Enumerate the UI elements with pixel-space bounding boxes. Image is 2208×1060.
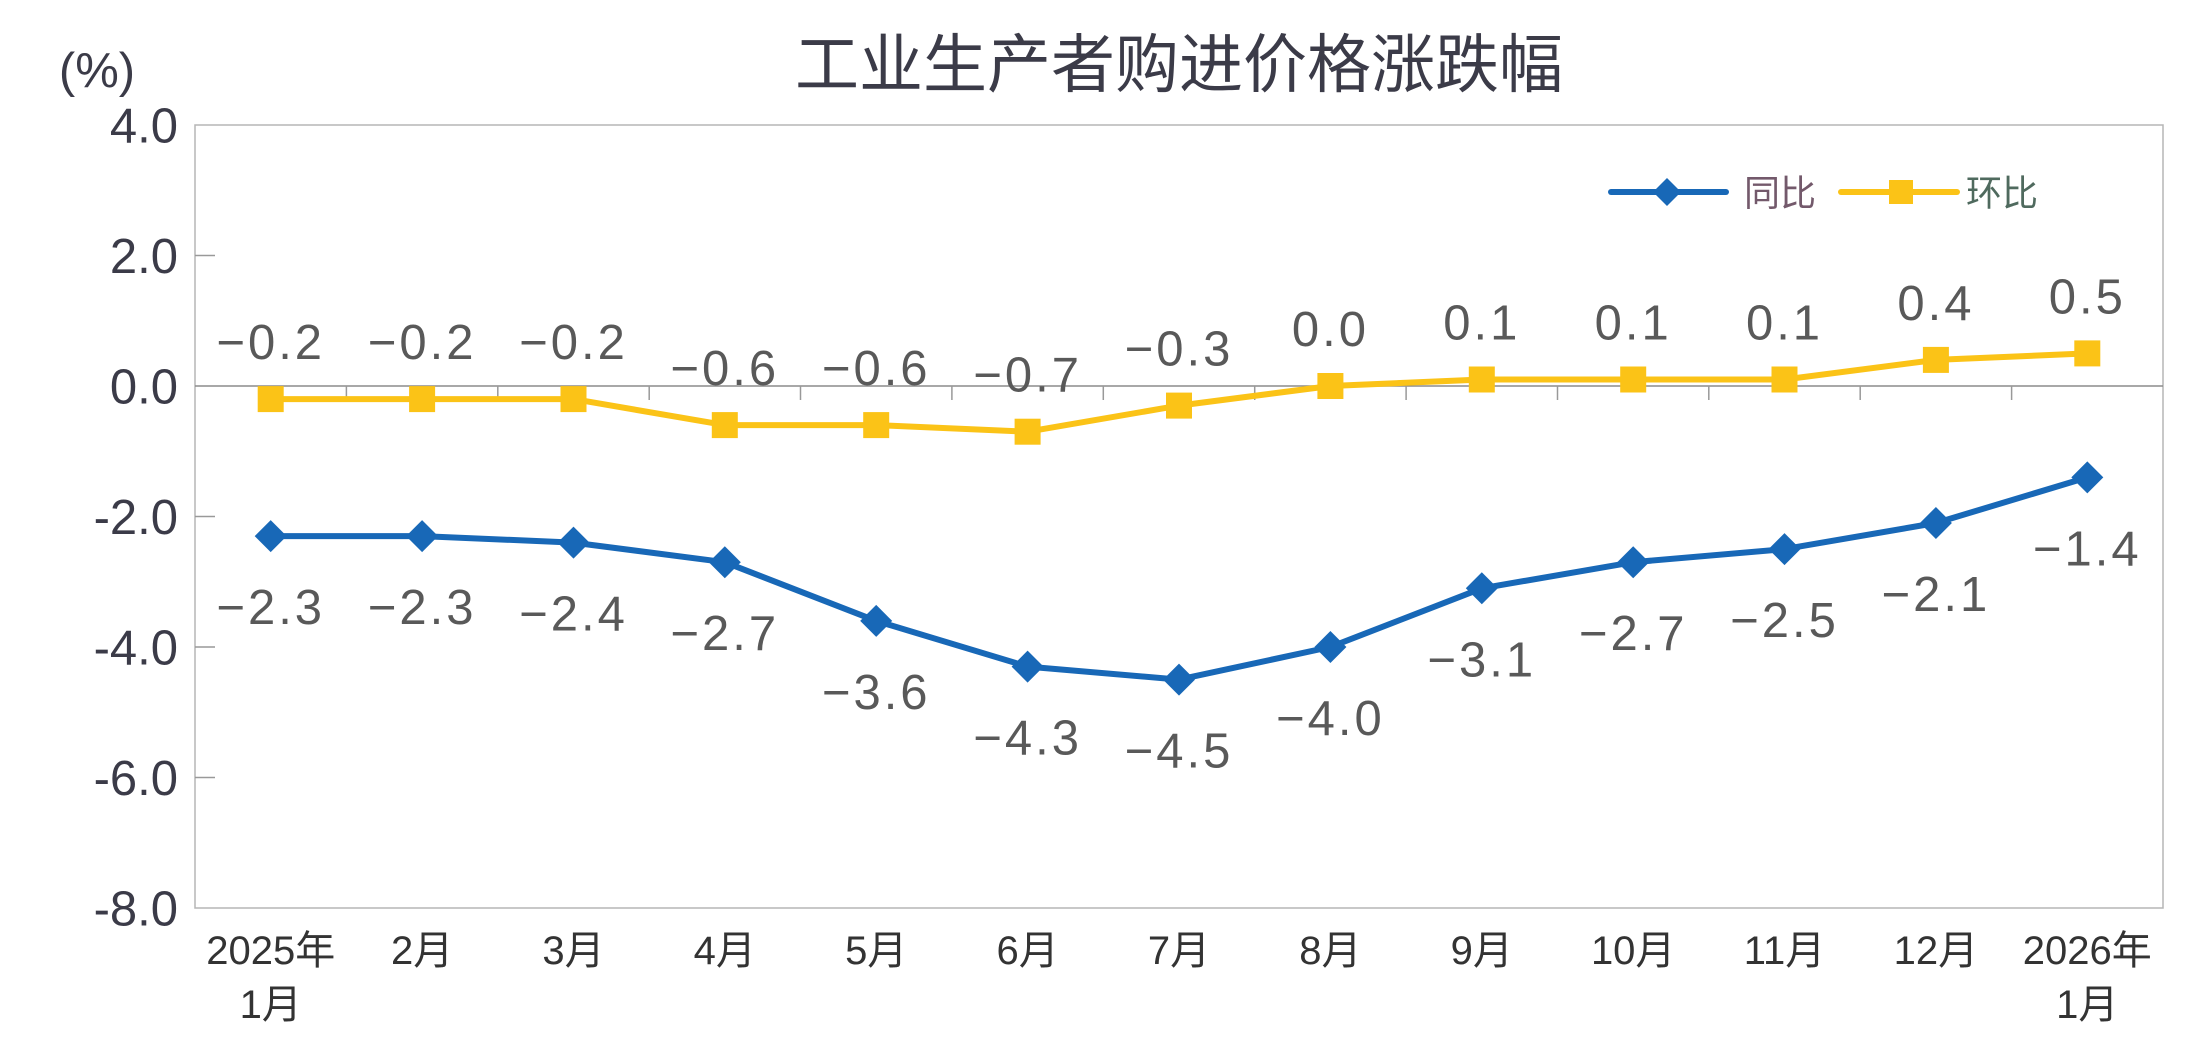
svg-text:-8.0: -8.0 xyxy=(94,883,178,937)
svg-text:−2.7: −2.7 xyxy=(670,607,779,661)
svg-text:−0.3: −0.3 xyxy=(1125,323,1234,377)
svg-text:−1.4: −1.4 xyxy=(2033,522,2142,576)
svg-text:环比: 环比 xyxy=(1966,173,2038,214)
svg-text:−0.6: −0.6 xyxy=(822,342,931,396)
svg-text:−4.3: −4.3 xyxy=(973,712,1082,766)
svg-text:11月: 11月 xyxy=(1744,929,1826,973)
svg-text:−0.7: −0.7 xyxy=(973,349,1082,403)
svg-text:同比: 同比 xyxy=(1744,173,1816,214)
svg-text:−2.7: −2.7 xyxy=(1579,607,1688,661)
svg-text:(%): (%) xyxy=(59,44,135,98)
svg-text:−3.6: −3.6 xyxy=(822,666,931,720)
svg-text:5月: 5月 xyxy=(845,929,907,973)
svg-text:-4.0: -4.0 xyxy=(94,622,178,676)
svg-text:−2.1: −2.1 xyxy=(1882,568,1991,622)
svg-text:0.1: 0.1 xyxy=(1746,297,1823,351)
svg-text:-2.0: -2.0 xyxy=(94,491,178,545)
svg-text:−2.3: −2.3 xyxy=(368,581,477,635)
svg-text:−0.2: −0.2 xyxy=(519,316,628,370)
svg-text:−0.2: −0.2 xyxy=(368,316,477,370)
svg-text:2025年: 2025年 xyxy=(206,929,335,973)
svg-text:-6.0: -6.0 xyxy=(94,752,178,806)
svg-text:2月: 2月 xyxy=(391,929,453,973)
svg-text:7月: 7月 xyxy=(1148,929,1210,973)
svg-text:工业生产者购进价格涨跌幅: 工业生产者购进价格涨跌幅 xyxy=(795,29,1563,101)
svg-text:9月: 9月 xyxy=(1451,929,1513,973)
svg-text:0.1: 0.1 xyxy=(1443,297,1520,351)
svg-text:−2.5: −2.5 xyxy=(1730,594,1839,648)
svg-text:2.0: 2.0 xyxy=(110,230,178,284)
svg-text:−2.3: −2.3 xyxy=(216,581,325,635)
svg-text:6月: 6月 xyxy=(996,929,1058,973)
svg-text:0.0: 0.0 xyxy=(110,361,178,415)
svg-text:3月: 3月 xyxy=(542,929,604,973)
svg-text:−4.5: −4.5 xyxy=(1125,725,1234,779)
svg-text:0.0: 0.0 xyxy=(1292,303,1369,357)
svg-text:2026年: 2026年 xyxy=(2023,929,2152,973)
svg-text:0.5: 0.5 xyxy=(2049,270,2126,324)
svg-text:12月: 12月 xyxy=(1894,929,1979,973)
svg-text:8月: 8月 xyxy=(1299,929,1361,973)
svg-text:−0.2: −0.2 xyxy=(216,316,325,370)
svg-text:−4.0: −4.0 xyxy=(1276,692,1385,746)
svg-text:1月: 1月 xyxy=(2056,983,2118,1027)
svg-text:−0.6: −0.6 xyxy=(670,342,779,396)
svg-text:−2.4: −2.4 xyxy=(519,588,628,642)
svg-text:0.4: 0.4 xyxy=(1897,277,1974,331)
svg-text:1月: 1月 xyxy=(240,983,302,1027)
svg-text:0.1: 0.1 xyxy=(1595,297,1672,351)
svg-text:−3.1: −3.1 xyxy=(1427,633,1536,687)
svg-text:4月: 4月 xyxy=(694,929,756,973)
svg-text:10月: 10月 xyxy=(1591,929,1676,973)
svg-text:4.0: 4.0 xyxy=(110,100,178,154)
